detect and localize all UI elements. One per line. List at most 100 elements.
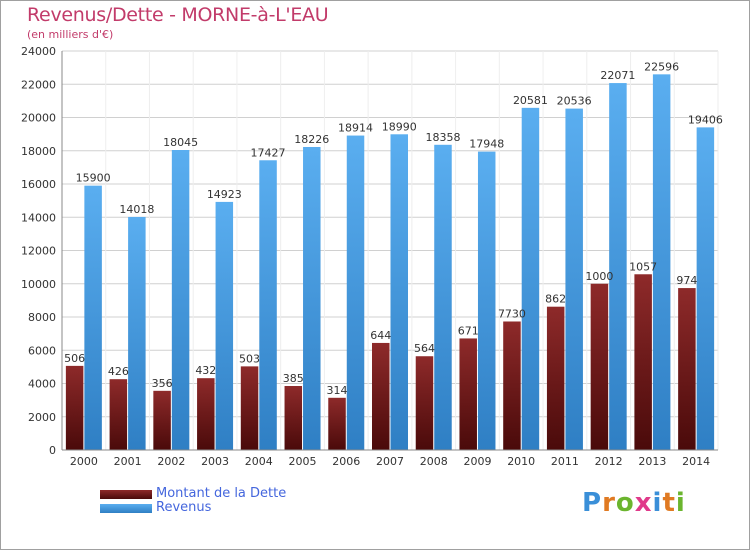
x-tick-label: 2004: [245, 455, 273, 468]
y-tick-label: 20000: [21, 112, 56, 125]
y-tick-label: 6000: [28, 344, 56, 357]
data-label-dette: 385: [283, 372, 304, 385]
data-label-dette: 862: [545, 293, 566, 306]
bar-dette: [590, 283, 609, 450]
legend-swatch-revenus: [100, 504, 152, 513]
data-label-dette: 564: [414, 342, 435, 355]
bar-revenus: [434, 144, 452, 450]
bar-revenus: [390, 134, 408, 450]
x-tick-label: 2011: [551, 455, 579, 468]
x-tick-label: 2013: [638, 455, 666, 468]
legend-label-revenus: Revenus: [156, 500, 212, 515]
data-label-dette: 974: [676, 274, 697, 287]
y-tick-label: 16000: [21, 178, 56, 191]
legend-item-revenus: Revenus: [100, 500, 300, 516]
data-label-revenus: 18990: [382, 120, 417, 133]
bar-revenus: [346, 135, 365, 450]
bar-revenus: [652, 74, 671, 451]
legend-item-dette: Montant de la Dette: [100, 486, 300, 502]
chart-subtitle: (en milliers d'€): [27, 28, 114, 41]
logo-letter: r: [602, 488, 616, 518]
x-tick-label: 2001: [114, 455, 142, 468]
x-tick-label: 2008: [420, 455, 448, 468]
bar-dette: [678, 288, 696, 450]
bar-revenus: [477, 151, 496, 450]
bar-revenus: [171, 150, 190, 450]
x-tick-label: 2014: [682, 455, 710, 468]
data-label-dette: 506: [64, 352, 85, 365]
y-tick-label: 8000: [28, 311, 56, 324]
bar-dette: [546, 306, 565, 450]
logo-letter: P: [582, 488, 603, 518]
data-label-revenus: 15900: [76, 172, 111, 185]
bar-revenus: [521, 107, 540, 450]
y-tick-label: 2000: [28, 411, 56, 424]
data-label-dette: 503: [239, 352, 260, 365]
data-label-revenus: 19406: [688, 113, 723, 126]
data-label-revenus: 17427: [251, 146, 286, 159]
data-label-revenus: 18358: [425, 131, 460, 144]
data-label-dette: 7730: [498, 307, 526, 320]
x-tick-label: 2012: [595, 455, 623, 468]
bar-dette: [65, 365, 84, 450]
logo-letter: o: [615, 488, 635, 518]
bar-dette: [328, 397, 346, 450]
bar-revenus: [609, 83, 627, 450]
bar-dette: [415, 356, 434, 450]
logo-letter: i: [675, 488, 686, 518]
x-tick-label: 2002: [157, 455, 185, 468]
legend-swatch-dette: [100, 490, 152, 499]
y-tick-label: 12000: [21, 245, 56, 258]
y-tick-label: 0: [49, 444, 56, 457]
logo-letter: i: [652, 488, 663, 518]
data-label-revenus: 20536: [557, 95, 592, 108]
data-label-dette: 1000: [585, 270, 613, 283]
x-tick-label: 2005: [289, 455, 317, 468]
data-label-revenus: 18226: [294, 133, 329, 146]
y-tick-label: 18000: [21, 145, 56, 158]
bar-revenus: [696, 127, 715, 451]
y-tick-label: 22000: [21, 78, 56, 91]
data-label-dette: 432: [195, 364, 216, 377]
data-label-dette: 314: [327, 384, 348, 397]
logo-letter: x: [634, 488, 653, 518]
x-tick-label: 2006: [332, 455, 360, 468]
bar-dette: [284, 385, 303, 450]
bar-revenus: [565, 108, 583, 451]
data-label-revenus: 22596: [644, 60, 679, 73]
bar-dette: [197, 378, 215, 450]
data-label-dette: 426: [108, 365, 129, 378]
data-label-dette: 671: [458, 324, 479, 337]
bar-revenus: [128, 216, 146, 450]
bar-revenus: [215, 201, 234, 450]
x-tick-label: 2000: [70, 455, 98, 468]
bar-dette: [459, 338, 477, 450]
data-label-revenus: 14923: [207, 188, 242, 201]
data-label-dette: 356: [152, 377, 173, 390]
data-label-revenus: 18045: [163, 136, 198, 149]
y-tick-label: 14000: [21, 211, 56, 224]
data-label-dette: 1057: [629, 260, 657, 273]
bar-dette: [240, 366, 259, 450]
bar-revenus: [259, 160, 277, 450]
data-label-revenus: 17948: [469, 138, 504, 151]
x-tick-label: 2007: [376, 455, 404, 468]
x-tick-label: 2009: [463, 455, 491, 468]
bar-revenus: [303, 146, 321, 451]
bar-revenus: [84, 185, 102, 450]
bar-dette: [372, 342, 390, 450]
x-tick-label: 2010: [507, 455, 535, 468]
data-label-dette: 644: [370, 329, 391, 342]
data-label-revenus: 14018: [119, 203, 154, 216]
data-label-revenus: 18914: [338, 122, 373, 135]
y-tick-label: 10000: [21, 278, 56, 291]
x-tick-label: 2003: [201, 455, 229, 468]
proxiti-logo: Proxiti: [582, 488, 686, 518]
data-label-revenus: 22071: [600, 69, 635, 82]
logo-letter: t: [662, 488, 676, 518]
bar-dette: [503, 321, 521, 450]
y-tick-label: 4000: [28, 378, 56, 391]
bar-dette: [109, 379, 128, 450]
y-tick-label: 24000: [21, 45, 56, 58]
